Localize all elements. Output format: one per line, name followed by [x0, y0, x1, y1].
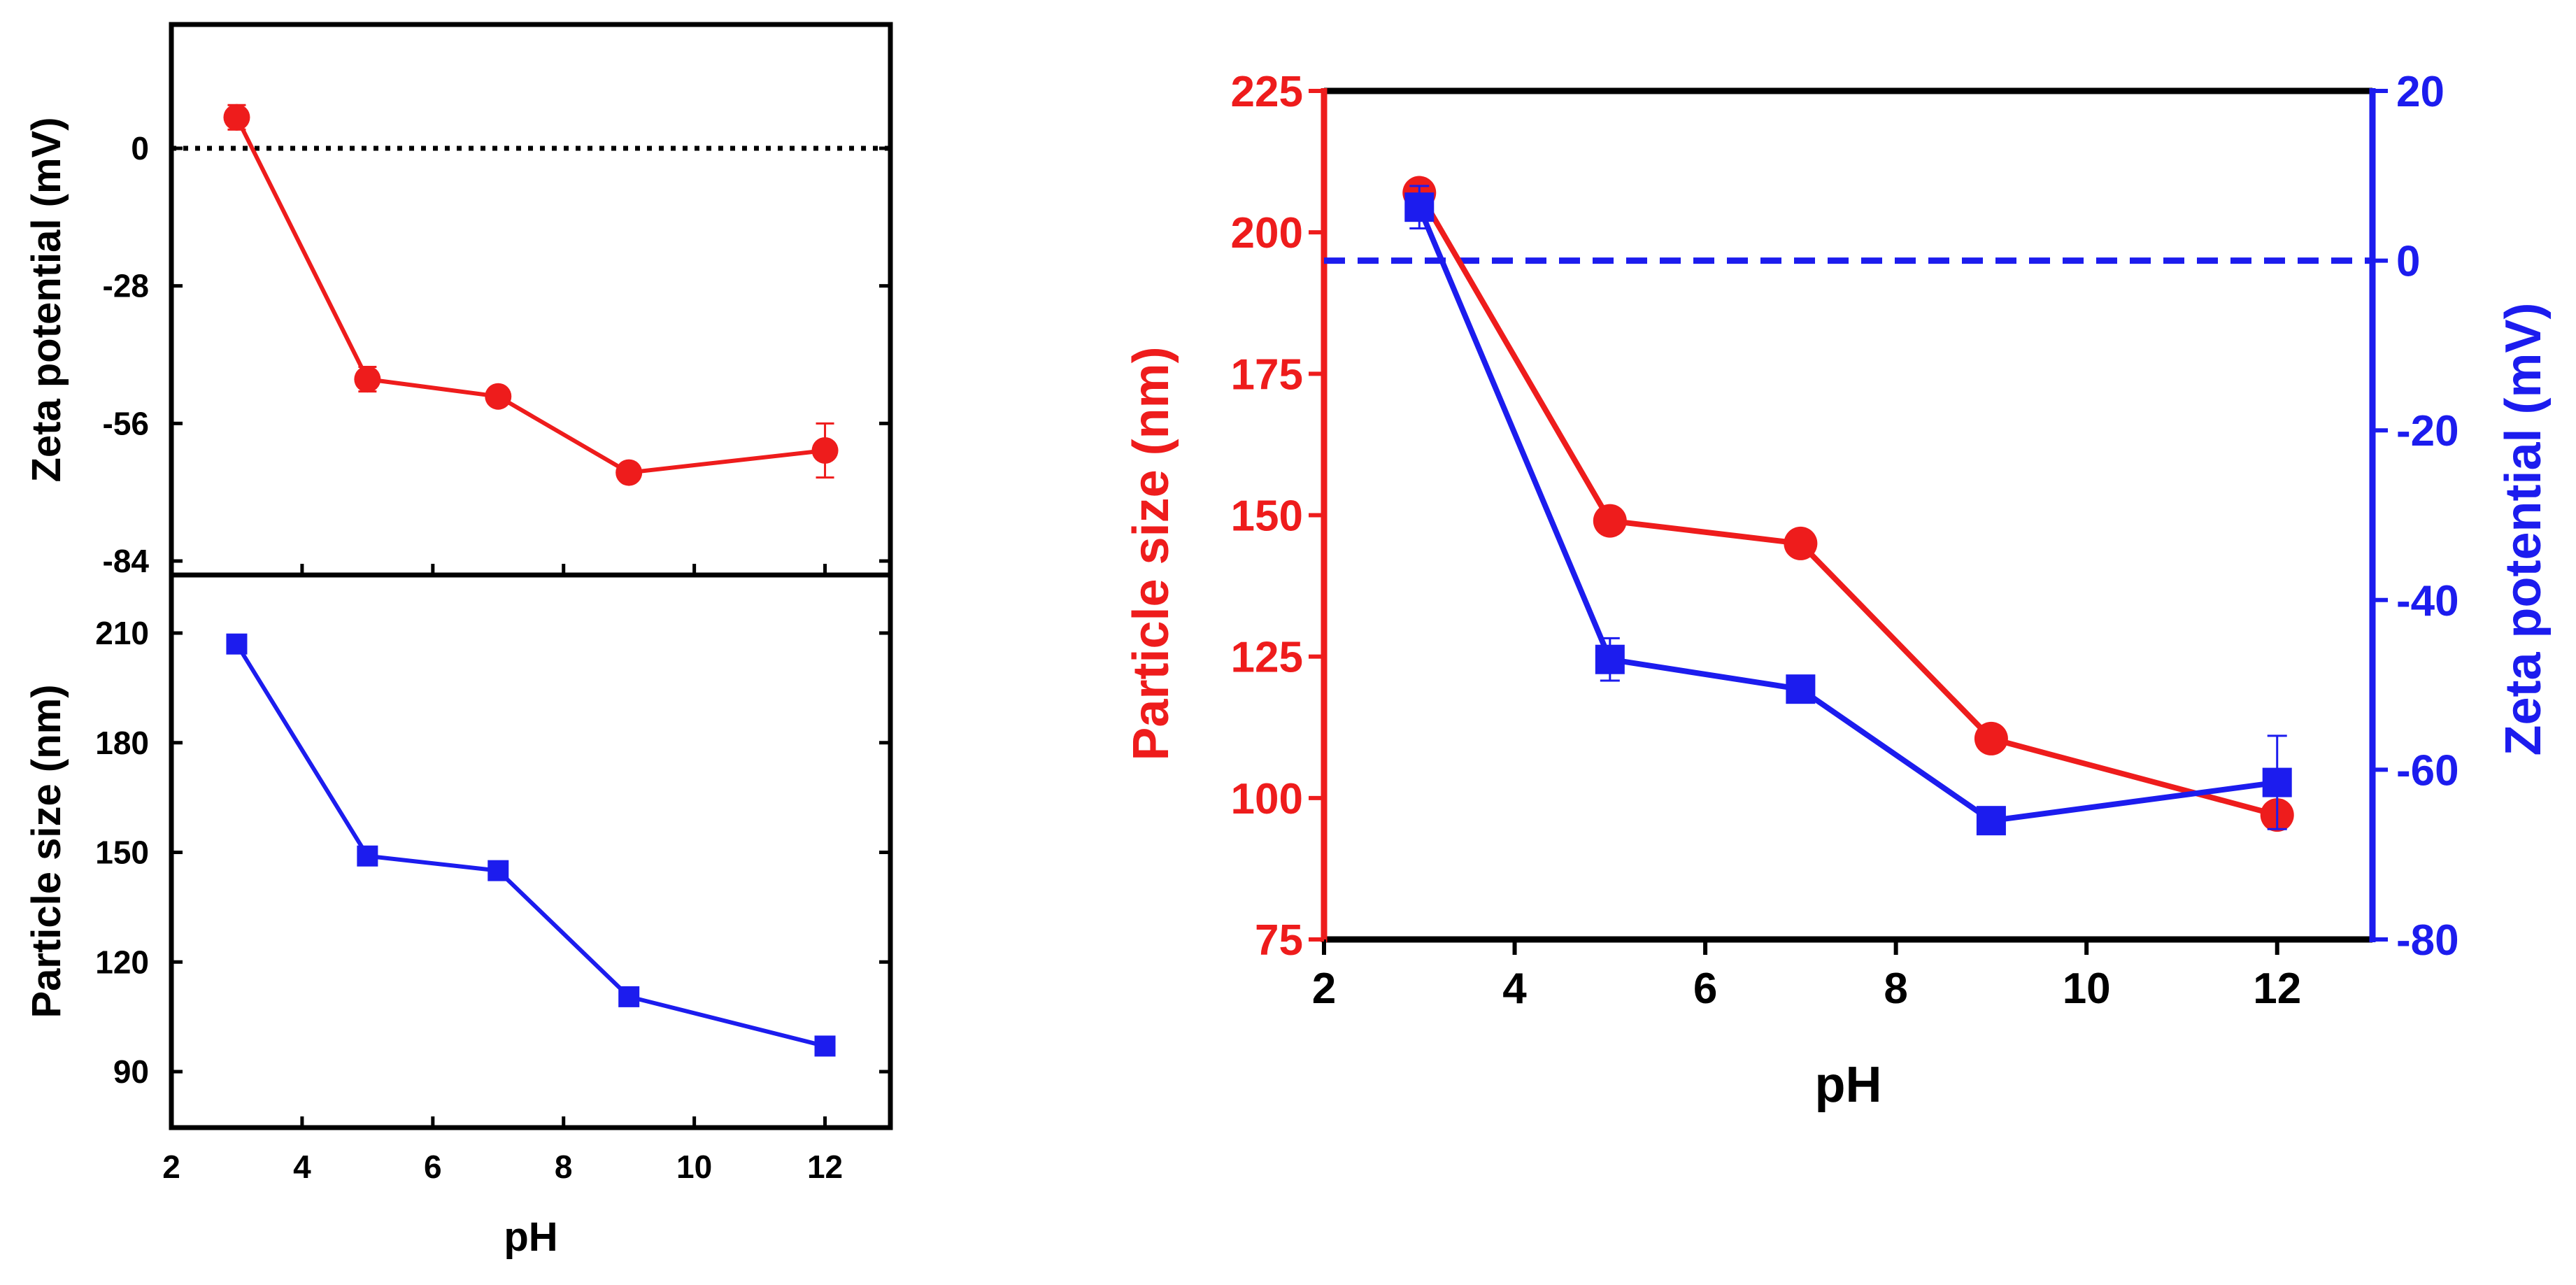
left-top-panel: 0 -28 -56 -84 Zeta potential (mV) [24, 22, 893, 579]
zeta-point [1976, 806, 2006, 836]
y-tick-label: 180 [95, 725, 149, 761]
right-y-tick-label: -20 [2396, 407, 2459, 455]
size-point [1593, 504, 1627, 538]
right-y-tick-label: -60 [2396, 746, 2459, 795]
right-y-tick-label: 20 [2396, 68, 2445, 116]
zeta-line [234, 116, 825, 475]
x-axis-label: pH [1815, 1057, 1882, 1113]
x-tick-label: 8 [555, 1149, 573, 1185]
x-tick-label: 6 [424, 1149, 442, 1185]
right-panel: 2 4 6 8 10 1275100125150175200225-80-60-40-20… [1123, 68, 2552, 1113]
size-line [234, 643, 826, 1049]
left-y-tick-label: 100 [1231, 775, 1303, 823]
y-tick-label: 0 [131, 130, 149, 166]
left-y-tick-label: 150 [1231, 492, 1303, 541]
y-tick-label: 120 [95, 944, 149, 980]
size-point [226, 633, 248, 655]
size-point [618, 986, 640, 1007]
y-tick-label: 150 [95, 835, 149, 871]
zeta-point [1404, 192, 1435, 222]
y-tick-label: 210 [95, 615, 149, 651]
size-point [1784, 526, 1818, 560]
right-y-tick-label: 0 [2396, 238, 2420, 286]
y-axis-label: Particle size (nm) [24, 684, 69, 1018]
x-tick-label: 10 [2063, 965, 2111, 1013]
left-y-axis-label: Particle size (nm) [1123, 346, 1179, 760]
zeta-line [1416, 206, 2278, 824]
size-point [814, 1035, 836, 1057]
size-point [488, 860, 509, 881]
left-y-tick-label: 125 [1231, 634, 1303, 682]
x-tick-label: 2 [1312, 965, 1336, 1013]
x-tick-label: 8 [1884, 965, 1907, 1013]
zeta-point [223, 104, 250, 131]
left-bottom-panel: 90 120 150 180 210 2 4 6 8 10 12 pH Particle size (n… [24, 572, 893, 1260]
x-tick-label: 6 [1693, 965, 1717, 1013]
zeta-point [354, 366, 381, 393]
zeta-point [1595, 644, 1625, 674]
y-tick-label: 90 [113, 1053, 149, 1090]
y-tick-label: -56 [103, 405, 149, 441]
zeta-point [811, 436, 839, 464]
x-tick-label: 12 [807, 1149, 843, 1185]
y-tick-label: -84 [103, 543, 150, 579]
left-top-plot-frame [169, 22, 893, 578]
x-tick-label: 4 [1502, 965, 1527, 1013]
left-y-tick-label: 200 [1231, 209, 1303, 257]
x-tick-label: 10 [676, 1149, 712, 1185]
x-tick-label: 12 [2253, 965, 2301, 1013]
x-tick-label: 2 [162, 1149, 180, 1185]
right-y-tick-label: -80 [2396, 916, 2459, 965]
y-axis-label: Zeta potential (mV) [24, 117, 69, 482]
zeta-point [615, 459, 643, 486]
size-point [1974, 721, 2008, 755]
right-y-axis-label: Zeta potential (mV) [2496, 302, 2552, 755]
left-y-tick-label: 225 [1231, 68, 1303, 116]
zeta-point [2262, 767, 2292, 797]
x-axis-label: pH [504, 1214, 557, 1260]
zeta-point [485, 383, 512, 410]
left-y-tick-label: 75 [1255, 916, 1303, 965]
left-bottom-plot-frame [169, 572, 893, 1130]
left-y-tick-label: 175 [1231, 350, 1303, 399]
zeta-point [1786, 674, 1816, 704]
right-y-tick-label: -40 [2396, 577, 2459, 625]
size-point [357, 845, 378, 867]
x-tick-label: 4 [293, 1149, 311, 1185]
y-tick-label: -28 [103, 268, 149, 304]
